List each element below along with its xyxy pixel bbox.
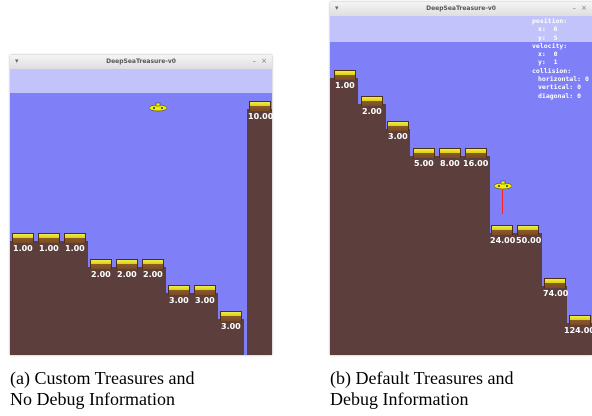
ocean-background: 1.00 1.00 1.00 2.00 2.00 2.00 3.00 3.00 … [10, 69, 274, 355]
window-title: DeepSeaTreasure-v0 [426, 5, 496, 12]
debug-collision-vertical: vertical: 0 [538, 83, 582, 92]
caption-line: Debug Information [330, 389, 469, 409]
seafloor [10, 109, 272, 355]
treasure-value: 1.00 [65, 244, 85, 253]
treasure-chest [90, 259, 112, 269]
treasure-value: 3.00 [221, 322, 241, 331]
window-panel-a: ▾ DeepSeaTreasure-v0 – × 1.00 1.00 1.00 … [10, 55, 274, 355]
treasure-chest [517, 225, 539, 235]
treasure-value: 3.00 [388, 132, 408, 141]
titlebar-panel-b[interactable]: ▾ DeepSeaTreasure-v0 – × [330, 2, 592, 17]
debug-position-label: position: [532, 17, 568, 25]
caption-panel-b: (b) Default Treasures and Debug Informat… [330, 368, 513, 410]
ocean-background: 1.00 2.00 3.00 5.00 8.00 16.00 24.00 50.… [330, 16, 592, 355]
treasure-chest [334, 70, 356, 80]
caption-line: (a) Custom Treasures and [10, 368, 195, 388]
debug-velocity-x: x: 0 [538, 50, 558, 59]
treasure-chest [194, 285, 216, 295]
debug-collision-horizontal: horizontal: 0 [538, 75, 589, 84]
treasure-chest [116, 259, 138, 269]
close-button[interactable]: × [581, 4, 587, 12]
close-button[interactable]: × [261, 57, 267, 65]
treasure-chest [413, 148, 435, 158]
debug-velocity-y: y: 1 [538, 58, 558, 67]
treasure-value: 1.00 [13, 244, 33, 253]
treasure-chest [361, 96, 383, 106]
treasure-value: 74.00 [543, 289, 569, 298]
treasure-chest [439, 148, 461, 158]
treasure-value: 50.00 [516, 236, 542, 245]
treasure-chest [12, 233, 34, 243]
velocity-indicator [502, 190, 503, 214]
seafloor [330, 78, 592, 355]
treasure-value: 124.00 [564, 326, 592, 335]
debug-velocity-label: velocity: [532, 41, 568, 50]
treasure-chest [38, 233, 60, 243]
debug-position-x: x: 6 [538, 25, 558, 34]
treasure-chest [142, 259, 164, 269]
chevron-down-icon[interactable]: ▾ [15, 57, 19, 65]
treasure-value: 8.00 [440, 159, 460, 168]
treasure-value: 24.00 [490, 236, 516, 245]
caption-panel-a: (a) Custom Treasures and No Debug Inform… [10, 368, 194, 410]
window-title: DeepSeaTreasure-v0 [106, 58, 176, 65]
treasure-chest [544, 278, 566, 288]
minimize-button[interactable]: – [252, 57, 257, 65]
minimize-button[interactable]: – [572, 4, 577, 12]
sky-strip [10, 69, 272, 93]
treasure-value: 2.00 [362, 107, 382, 116]
debug-info: position: x: 6 y: 5 velocity: x: 0 y: 1 collis… [532, 17, 589, 100]
debug-collision-label: collision: [532, 66, 572, 75]
treasure-chest [249, 101, 271, 111]
window-panel-b: ▾ DeepSeaTreasure-v0 – × 1.00 2.00 3.00 … [330, 2, 592, 355]
debug-collision-diagonal: diagonal: 0 [538, 91, 582, 100]
submarine [493, 180, 513, 190]
submarine [148, 102, 168, 112]
treasure-value: 10.00 [248, 112, 274, 121]
treasure-chest [387, 121, 409, 131]
caption-line: (b) Default Treasures and [330, 368, 514, 388]
treasure-value: 1.00 [39, 244, 59, 253]
sky-strip [330, 16, 592, 42]
treasure-value: 2.00 [143, 270, 163, 279]
treasure-value: 3.00 [195, 296, 215, 305]
treasure-chest [220, 311, 242, 321]
treasure-value: 5.00 [414, 159, 434, 168]
titlebar-panel-a[interactable]: ▾ DeepSeaTreasure-v0 – × [10, 55, 272, 70]
treasure-value: 2.00 [117, 270, 137, 279]
treasure-chest [64, 233, 86, 243]
treasure-chest [491, 225, 513, 235]
chevron-down-icon[interactable]: ▾ [335, 4, 339, 12]
treasure-value: 2.00 [91, 270, 111, 279]
treasure-value: 1.00 [335, 81, 355, 90]
treasure-chest [569, 315, 591, 325]
treasure-value: 3.00 [169, 296, 189, 305]
treasure-chest [168, 285, 190, 295]
treasure-value: 16.00 [463, 159, 489, 168]
caption-line: No Debug Information [10, 389, 175, 409]
debug-position-y: y: 5 [538, 33, 558, 42]
treasure-chest [465, 148, 487, 158]
